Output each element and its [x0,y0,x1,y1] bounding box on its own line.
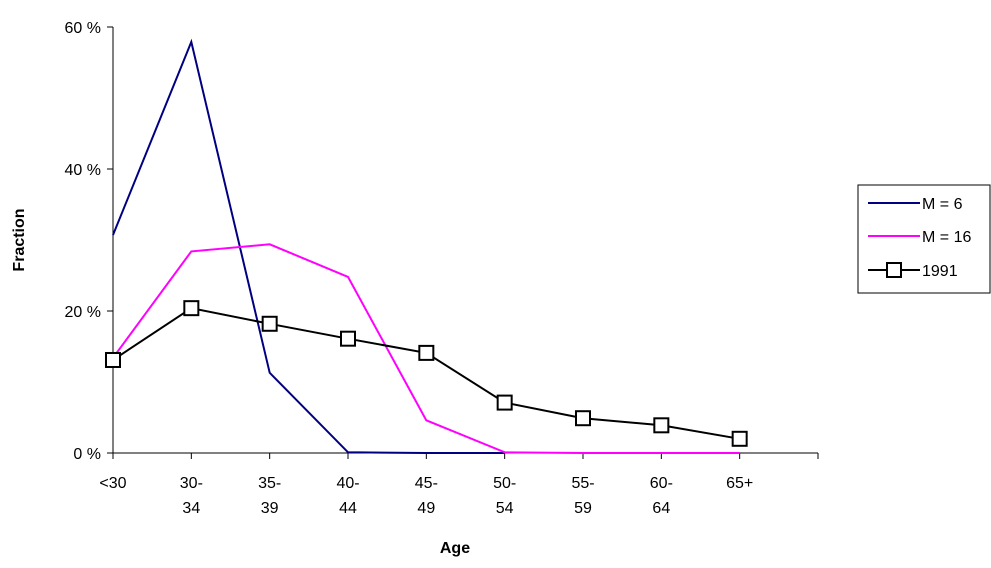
data-point-marker [183,300,200,317]
x-axis-title: Age [440,540,470,557]
y-tick-label: 0 % [73,446,101,463]
data-point-marker [340,330,356,347]
data-point-marker [418,344,435,361]
y-tick-label: 40 % [65,162,101,179]
data-point-marker [496,394,513,411]
data-point-marker [653,417,670,434]
legend-label: M = 16 [922,229,971,246]
x-tick-label: 60-64 [650,475,673,517]
legend-label: M = 6 [922,196,963,213]
x-tick-label: 30-34 [180,475,203,517]
y-tick-label: 20 % [65,304,101,321]
data-point-marker [575,410,591,427]
data-point-marker [105,351,121,368]
data-point-marker [261,315,278,332]
x-tick-label: 55-59 [571,475,594,517]
axes: 0 % 20 % 40 % 60 % <30 30-34 35-39 40-44 45-49 50… [65,20,819,517]
y-axis-title: Fraction [11,208,28,271]
x-tick-label: 35-39 [258,475,281,517]
data-point-marker [731,430,748,447]
x-tick-label: <30 [99,475,126,492]
x-tick-label: 45-49 [415,475,438,517]
series-line-1 [112,243,740,454]
legend-label: 1991 [922,263,958,280]
series-line-0 [112,38,505,454]
x-tick-label: 40-44 [336,475,359,517]
legend: M = 6 M = 16 1991 [857,184,991,294]
legend-marker [886,262,902,278]
y-tick-label: 60 % [65,20,101,37]
series-lines [112,38,740,454]
x-tick-label: 50-54 [493,475,516,517]
x-tick-label: 65+ [726,475,753,492]
series-markers [105,300,748,447]
